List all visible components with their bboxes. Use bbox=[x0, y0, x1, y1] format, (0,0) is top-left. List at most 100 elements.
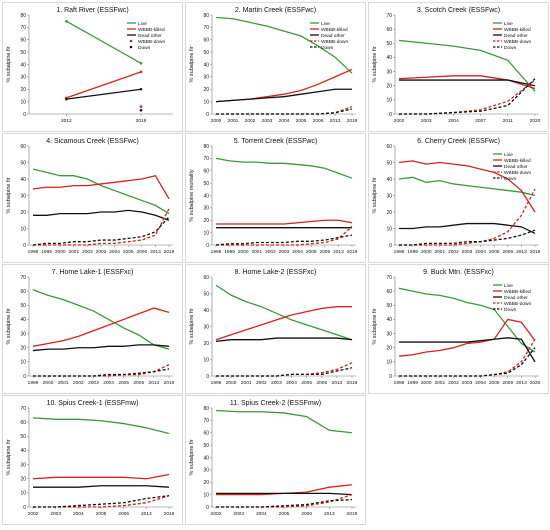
chart-svg: 8. Home Lake-2 (ESSFxc)% subalpine fir01… bbox=[185, 264, 366, 394]
panel-border bbox=[2, 395, 183, 525]
y-tick-label: 30 bbox=[203, 324, 209, 330]
chart-svg: 5. Torrent Creek (ESSFwc) % subalpine mor… bbox=[185, 133, 366, 263]
legend-label: WBBB-down bbox=[504, 39, 532, 45]
y-tick-label: 70 bbox=[203, 156, 209, 162]
y-tick-label: 40 bbox=[203, 193, 209, 199]
series-line bbox=[33, 368, 170, 377]
y-tick-label: 40 bbox=[203, 455, 209, 461]
chart-title: 4. Sicamous Creek (ESSFwc) bbox=[46, 138, 139, 145]
x-tick-label: 2000 bbox=[43, 380, 54, 386]
y-tick-label: 10 bbox=[203, 492, 209, 498]
legend-label: Dead other bbox=[504, 164, 528, 170]
x-tick-label: 2013 bbox=[330, 118, 341, 124]
panel-border bbox=[368, 133, 549, 263]
x-tick-label: 2001 bbox=[434, 249, 445, 255]
x-tick-label: 2003 bbox=[50, 511, 61, 517]
x-tick-label: 2006 bbox=[118, 511, 129, 517]
y-tick-label: 20 bbox=[20, 346, 26, 352]
y-tick-label: 60 bbox=[386, 289, 392, 295]
y-axis-label: % subalpine fir bbox=[189, 308, 195, 344]
x-tick-label: 2013 bbox=[516, 249, 527, 255]
series-line bbox=[32, 174, 170, 200]
y-tick-label: 30 bbox=[203, 468, 209, 474]
chart-panel: 10. Spius Creek-1 (ESSFmw) % subalpine fi… bbox=[2, 395, 183, 525]
chart-panel: 6. Cherry Creek (ESSFwc) % subalpine fir 0… bbox=[368, 133, 549, 263]
legend-label: Dead other bbox=[138, 33, 162, 39]
legend-label: Down bbox=[138, 45, 151, 51]
y-tick-label: 40 bbox=[386, 55, 392, 61]
series-line bbox=[399, 337, 536, 363]
x-tick-label: 2001 bbox=[228, 118, 239, 124]
y-tick-label: 30 bbox=[386, 69, 392, 75]
y-tick-label: 20 bbox=[203, 218, 209, 224]
x-tick-label: 1998 bbox=[394, 249, 405, 255]
x-tick-label: 2000 bbox=[55, 249, 66, 255]
panel-border bbox=[2, 264, 183, 394]
y-tick-label: 0 bbox=[389, 112, 392, 118]
legend-label: Down bbox=[504, 307, 517, 313]
y-tick-label: 20 bbox=[20, 477, 26, 483]
series-line bbox=[399, 79, 536, 87]
y-tick-label: 60 bbox=[386, 27, 392, 33]
y-tick-label: 10 bbox=[203, 357, 209, 363]
x-tick-label: 2019 bbox=[347, 511, 358, 517]
x-tick-label: 2005 bbox=[96, 511, 107, 517]
x-tick-label: 2002 bbox=[448, 249, 459, 255]
x-tick-label: 2005 bbox=[279, 511, 290, 517]
chart-title: 2. Martin Creek (ESSFwc) bbox=[235, 7, 316, 14]
y-tick-label: 50 bbox=[386, 41, 392, 47]
x-tick-label: 2006 bbox=[316, 380, 327, 386]
series-line bbox=[398, 160, 536, 213]
x-tick-label: 2002 bbox=[394, 118, 405, 124]
x-tick-label: 1999 bbox=[407, 249, 418, 255]
legend-label: WBBB-killed bbox=[321, 27, 348, 33]
y-tick-label: 40 bbox=[386, 177, 392, 183]
x-tick-label: 2005 bbox=[296, 118, 307, 124]
series-line bbox=[32, 307, 170, 347]
y-tick-label: 20 bbox=[203, 341, 209, 347]
chart-svg: 9. Buck Mtn. (ESSFxc) % subalpine fir 0 10 2… bbox=[368, 264, 549, 394]
y-tick-label: 70 bbox=[20, 25, 26, 31]
x-tick-label: 2003 bbox=[233, 511, 244, 517]
x-tick-label: 2004 bbox=[448, 118, 459, 124]
series-line bbox=[399, 78, 536, 115]
y-tick-label: 0 bbox=[23, 505, 26, 511]
y-tick-label: 40 bbox=[20, 448, 26, 454]
y-tick-label: 20 bbox=[203, 480, 209, 486]
series-line bbox=[399, 229, 536, 246]
x-tick-label: 2013 bbox=[324, 511, 335, 517]
x-tick-label: 2003 bbox=[462, 249, 473, 255]
series-line bbox=[215, 284, 353, 341]
series-line bbox=[215, 337, 353, 342]
y-tick-label: 30 bbox=[20, 331, 26, 337]
x-tick-label: 2020 bbox=[530, 118, 541, 124]
x-tick-label: 2005 bbox=[489, 380, 500, 386]
chart-svg: 4. Sicamous Creek (ESSFwc) % subalpine fi… bbox=[2, 133, 183, 263]
y-tick-label: 50 bbox=[203, 181, 209, 187]
chart-title: 7. Home Lake-1 (ESSFxc) bbox=[52, 269, 134, 276]
x-tick-label: 2000 bbox=[238, 249, 249, 255]
y-tick-label: 0 bbox=[206, 112, 209, 118]
y-tick-label: 80 bbox=[203, 144, 209, 150]
y-tick-label: 80 bbox=[203, 406, 209, 412]
y-tick-label: 60 bbox=[203, 275, 209, 281]
chart-panel: 2. Martin Creek (ESSFwc) % subalpine fir 0… bbox=[185, 2, 366, 132]
y-tick-label: 10 bbox=[20, 99, 26, 105]
x-tick-label: 1999 bbox=[224, 249, 235, 255]
y-tick-label: 20 bbox=[20, 87, 26, 93]
x-tick-label: 1998 bbox=[394, 380, 405, 386]
series-line bbox=[32, 344, 170, 352]
series-line bbox=[398, 287, 536, 353]
x-tick-label: 2006 bbox=[502, 249, 513, 255]
chart-svg: 3. Scotch Creek (ESSFwc) % subalpine fir 0… bbox=[368, 2, 549, 132]
y-tick-label: 0 bbox=[389, 374, 392, 380]
series-line bbox=[398, 176, 536, 197]
x-tick-label: 2020 bbox=[530, 380, 541, 386]
y-axis-label: % subalpine fir bbox=[6, 46, 12, 82]
y-tick-label: 40 bbox=[203, 308, 209, 314]
x-tick-label: 2002 bbox=[265, 249, 276, 255]
y-tick-label: 10 bbox=[386, 98, 392, 104]
y-tick-label: 50 bbox=[203, 291, 209, 297]
y-tick-label: 50 bbox=[20, 50, 26, 56]
x-tick-label: 2004 bbox=[286, 380, 297, 386]
